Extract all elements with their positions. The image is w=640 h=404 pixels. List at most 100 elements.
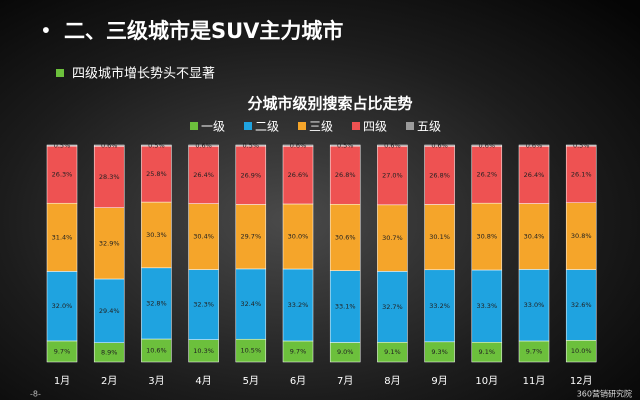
data-label: 9.1% xyxy=(479,348,496,356)
data-label: 30.0% xyxy=(288,232,309,240)
x-tick-label: 8月 xyxy=(384,375,400,387)
bar-segment xyxy=(282,144,314,147)
legend-swatch xyxy=(352,122,360,130)
data-label: 30.8% xyxy=(476,233,497,241)
data-label: 32.9% xyxy=(99,239,120,247)
x-tick-label: 7月 xyxy=(337,375,353,387)
bar-segment xyxy=(46,145,78,204)
data-label: 0.5% xyxy=(337,142,354,150)
bar-segment xyxy=(329,203,361,271)
data-label: 0.6% xyxy=(384,142,401,150)
bar-segment xyxy=(93,146,125,208)
bar-segment xyxy=(471,202,503,271)
data-label: 32.0% xyxy=(52,302,73,310)
x-tick-label: 2月 xyxy=(101,375,117,387)
bar-segment xyxy=(141,201,172,269)
bar-segment xyxy=(141,145,172,203)
bar-segment xyxy=(471,269,503,343)
data-label: 9.1% xyxy=(384,348,401,356)
data-label: 9.3% xyxy=(431,348,448,356)
data-label: 0.6% xyxy=(479,142,496,150)
data-label: 32.6% xyxy=(571,301,592,309)
data-label: 0.5% xyxy=(573,142,590,150)
legend-label: 五级 xyxy=(417,120,441,134)
legend-swatch xyxy=(244,122,252,130)
data-label: 30.6% xyxy=(335,233,356,241)
legend-label: 三级 xyxy=(309,120,333,134)
bar-segment xyxy=(188,203,219,270)
data-label: 30.8% xyxy=(571,232,592,240)
subtitle: 四级城市增长势头不显著 xyxy=(72,66,215,82)
data-label: 32.7% xyxy=(382,303,403,311)
bar-segment xyxy=(93,278,125,343)
data-label: 33.3% xyxy=(476,302,497,310)
bar-segment xyxy=(46,202,78,272)
data-label: 33.2% xyxy=(429,302,450,310)
data-label: 0.6% xyxy=(195,142,212,150)
data-label: 29.4% xyxy=(99,307,120,315)
data-label: 0.5% xyxy=(148,142,165,150)
bar-segment xyxy=(424,146,455,205)
data-label: 26.8% xyxy=(429,171,450,179)
slide-title: 二、三级城市是SUV主力城市 xyxy=(64,19,343,43)
legend-swatch xyxy=(298,122,306,130)
bar-segment xyxy=(424,204,455,271)
bullet: • xyxy=(40,19,52,43)
bar-segment xyxy=(377,271,408,343)
data-label: 26.9% xyxy=(240,171,261,179)
bar-segment xyxy=(46,271,78,342)
legend-label: 一级 xyxy=(201,120,225,134)
data-label: 26.3% xyxy=(52,171,73,179)
data-label: 10.5% xyxy=(240,347,261,355)
bar-segment xyxy=(93,144,125,147)
legend-label: 二级 xyxy=(255,120,279,134)
bar-segment xyxy=(471,144,503,147)
data-label: 10.3% xyxy=(193,347,214,355)
data-label: 32.8% xyxy=(146,299,167,307)
brand: 360营销研究院 xyxy=(577,389,632,399)
data-label: 26.4% xyxy=(193,171,214,179)
data-label: 8.9% xyxy=(101,348,118,356)
bar-segment xyxy=(235,204,267,270)
bar-segment xyxy=(93,207,125,280)
bar-segment xyxy=(565,202,597,270)
legend-label: 四级 xyxy=(363,120,387,134)
bar-segment xyxy=(235,268,267,340)
data-label: 0.6% xyxy=(290,142,307,150)
data-label: 33.2% xyxy=(288,301,309,309)
x-tick-label: 3月 xyxy=(148,375,164,387)
data-label: 32.3% xyxy=(193,301,214,309)
bar-segment xyxy=(518,144,550,147)
data-label: 0.5% xyxy=(243,142,260,150)
data-label: 26.6% xyxy=(288,171,309,179)
x-tick-label: 1月 xyxy=(54,375,70,387)
data-label: 26.8% xyxy=(335,171,356,179)
bar-segment xyxy=(188,144,219,147)
bar-segment xyxy=(141,267,172,340)
data-label: 10.0% xyxy=(571,347,592,355)
bar-segment xyxy=(329,144,361,147)
data-label: 26.2% xyxy=(476,171,497,179)
bar-segment xyxy=(46,144,78,147)
data-label: 27.0% xyxy=(382,172,403,180)
data-label: 30.4% xyxy=(524,232,545,240)
data-label: 30.1% xyxy=(429,233,450,241)
x-tick-label: 5月 xyxy=(243,375,259,387)
bar-segment xyxy=(424,269,455,343)
data-label: 9.0% xyxy=(337,348,354,356)
bar-segment xyxy=(282,268,314,342)
data-label: 0.6% xyxy=(526,142,543,150)
data-label: 29.7% xyxy=(240,233,261,241)
data-label: 26.4% xyxy=(524,171,545,179)
chart-title: 分城市级别搜索占比走势 xyxy=(247,95,412,113)
data-label: 33.1% xyxy=(335,303,356,311)
data-label: 32.4% xyxy=(240,300,261,308)
data-label: 26.1% xyxy=(571,170,592,178)
data-label: 31.4% xyxy=(52,233,73,241)
legend-swatch xyxy=(406,122,414,130)
data-label: 33.0% xyxy=(524,301,545,309)
x-tick-label: 4月 xyxy=(195,375,211,387)
bar-segment xyxy=(565,269,597,341)
data-label: 30.4% xyxy=(193,233,214,241)
data-label: 0.6% xyxy=(431,142,448,150)
